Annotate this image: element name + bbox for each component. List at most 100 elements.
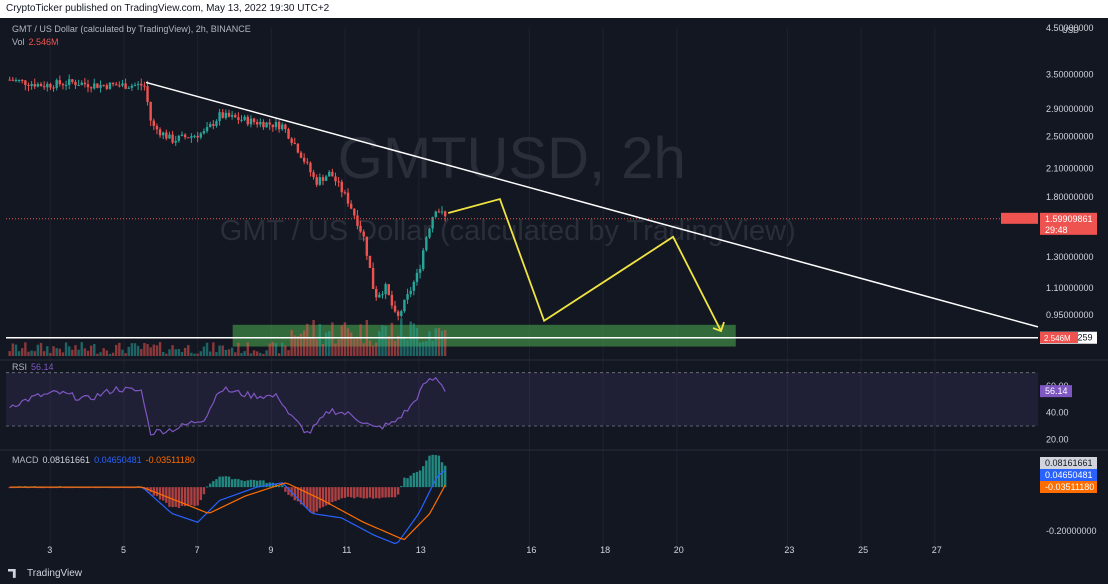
candle-body[interactable] — [281, 124, 284, 130]
candle-body[interactable] — [324, 176, 328, 181]
candle-body[interactable] — [149, 101, 152, 121]
candle-body[interactable] — [440, 211, 444, 213]
candle-body[interactable] — [428, 228, 431, 238]
candle-body[interactable] — [105, 85, 109, 89]
candle-body[interactable] — [171, 134, 174, 143]
candle-body[interactable] — [237, 117, 240, 120]
chart-canvas[interactable]: GMTUSD, 2h GMT / US Dollar (calculated by… — [0, 18, 1108, 564]
candle-body[interactable] — [180, 134, 184, 136]
candle-body[interactable] — [202, 131, 206, 134]
candle-body[interactable] — [378, 294, 381, 298]
candle-body[interactable] — [221, 112, 224, 118]
candle-body[interactable] — [80, 82, 83, 86]
candle-body[interactable] — [99, 84, 102, 88]
candle-body[interactable] — [52, 87, 55, 89]
candle-body[interactable] — [265, 122, 268, 128]
candle-body[interactable] — [46, 83, 49, 88]
candle-body[interactable] — [230, 115, 234, 117]
candle-body[interactable] — [196, 135, 199, 138]
candle-body[interactable] — [168, 134, 171, 139]
candle-body[interactable] — [136, 83, 140, 85]
candle-body[interactable] — [39, 83, 43, 87]
candle-body[interactable] — [249, 118, 253, 125]
candle-body[interactable] — [71, 79, 74, 82]
candle-body[interactable] — [252, 118, 256, 123]
candle-body[interactable] — [11, 79, 15, 81]
candle-body[interactable] — [77, 85, 80, 87]
candle-body[interactable] — [49, 83, 52, 88]
candle-body[interactable] — [133, 84, 137, 86]
candle-body[interactable] — [165, 132, 168, 139]
candle-body[interactable] — [21, 79, 24, 81]
candle-body[interactable] — [111, 82, 115, 85]
candle-body[interactable] — [271, 124, 275, 128]
candle-body[interactable] — [277, 121, 281, 130]
candle-body[interactable] — [152, 120, 155, 126]
candle-body[interactable] — [174, 140, 177, 143]
candle-body[interactable] — [293, 142, 296, 144]
candle-body[interactable] — [118, 85, 121, 87]
candle-body[interactable] — [74, 81, 77, 86]
candle-body[interactable] — [93, 83, 96, 89]
candle-body[interactable] — [102, 84, 105, 86]
candle-body[interactable] — [315, 177, 318, 185]
candle-body[interactable] — [274, 121, 278, 128]
candle-body[interactable] — [143, 85, 146, 87]
candle-body[interactable] — [183, 134, 187, 138]
candle-body[interactable] — [215, 121, 218, 126]
candle-body[interactable] — [24, 80, 27, 85]
candle-body[interactable] — [409, 290, 412, 295]
candle-body[interactable] — [390, 294, 394, 306]
candle-body[interactable] — [205, 127, 209, 132]
candle-body[interactable] — [387, 284, 390, 295]
candle-body[interactable] — [437, 211, 441, 213]
candle-body[interactable] — [27, 84, 30, 86]
candle-body[interactable] — [218, 112, 221, 122]
candle-body[interactable] — [425, 237, 428, 251]
candle-body[interactable] — [290, 138, 293, 143]
candle-body[interactable] — [356, 215, 359, 226]
candle-body[interactable] — [384, 284, 387, 295]
candle-body[interactable] — [193, 135, 196, 137]
candle-body[interactable] — [368, 255, 372, 268]
macd-line[interactable] — [9, 469, 446, 545]
candle-body[interactable] — [418, 268, 422, 273]
candle-body[interactable] — [243, 116, 246, 120]
candle-body[interactable] — [287, 129, 290, 139]
candle-body[interactable] — [337, 181, 340, 183]
candle-body[interactable] — [328, 171, 331, 177]
candle-body[interactable] — [393, 305, 397, 312]
candle-body[interactable] — [299, 152, 303, 158]
candle-body[interactable] — [268, 122, 271, 125]
candle-body[interactable] — [58, 80, 62, 85]
candle-body[interactable] — [371, 267, 375, 289]
candle-body[interactable] — [146, 86, 149, 102]
candle-body[interactable] — [127, 87, 130, 89]
candle-body[interactable] — [68, 79, 71, 85]
candle-body[interactable] — [224, 112, 228, 118]
candle-body[interactable] — [86, 84, 90, 88]
candle-body[interactable] — [412, 281, 416, 291]
candle-body[interactable] — [375, 288, 378, 298]
candle-body[interactable] — [30, 83, 33, 86]
candle-body[interactable] — [312, 172, 315, 178]
candle-body[interactable] — [212, 124, 215, 126]
candle-body[interactable] — [36, 83, 40, 87]
candle-body[interactable] — [334, 176, 337, 182]
candle-body[interactable] — [124, 83, 127, 89]
candle-body[interactable] — [14, 79, 18, 81]
candle-body[interactable] — [406, 294, 409, 300]
candle-body[interactable] — [227, 112, 231, 117]
descending-trendline[interactable] — [145, 81, 1039, 328]
candle-body[interactable] — [64, 84, 68, 86]
candle-body[interactable] — [17, 79, 21, 81]
candle-body[interactable] — [42, 86, 46, 88]
candle-body[interactable] — [262, 121, 265, 128]
candle-body[interactable] — [140, 83, 143, 86]
candle-body[interactable] — [302, 157, 306, 162]
candle-body[interactable] — [96, 83, 99, 88]
candle-body[interactable] — [353, 208, 356, 216]
footer-brand[interactable]: TradingView — [27, 568, 83, 579]
candle-body[interactable] — [403, 299, 406, 312]
candle-body[interactable] — [365, 236, 369, 256]
